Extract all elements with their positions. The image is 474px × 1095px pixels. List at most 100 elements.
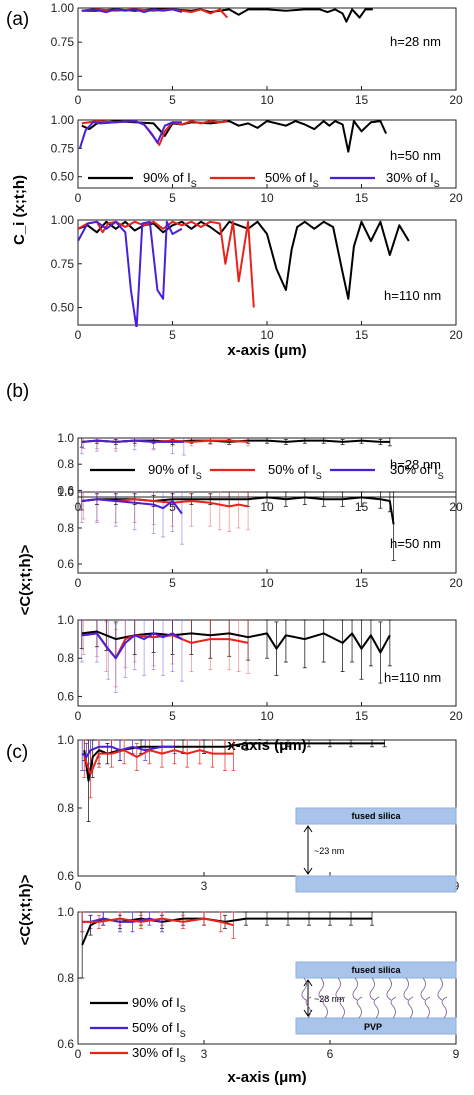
polymer-chain bbox=[407, 996, 414, 1019]
x-tick-label: 0 bbox=[75, 1047, 82, 1061]
y-tick-label: 0.8 bbox=[57, 521, 74, 535]
panel-label: (c) bbox=[6, 742, 28, 763]
legend-label: 90% of IS bbox=[143, 170, 197, 189]
plot-area bbox=[78, 120, 388, 153]
arrow-head-up bbox=[303, 825, 313, 833]
plot-area bbox=[79, 619, 392, 694]
subplot-3: 0.6 0.8 1.0 0 5 10 15 20 h=110 nm bbox=[57, 613, 463, 723]
polymer-chain bbox=[390, 996, 397, 1019]
x-tick-label: 0 bbox=[75, 191, 82, 205]
y-axis-label: C_i (x;t;h) bbox=[11, 175, 28, 245]
x-tick-label: 15 bbox=[355, 328, 369, 342]
plot-area bbox=[80, 911, 374, 979]
polymer-chain bbox=[301, 977, 307, 1001]
legend-label-main: 50% of I bbox=[132, 1020, 180, 1035]
legend-label: 30% of IS bbox=[390, 462, 444, 481]
y-tick-label: 0.6 bbox=[57, 557, 74, 571]
series-line bbox=[78, 220, 183, 327]
series-line bbox=[78, 120, 182, 149]
y-tick-label: 1.0 bbox=[57, 431, 74, 445]
polymer-chain bbox=[424, 996, 431, 1019]
legend-label: 50% of IS bbox=[265, 170, 319, 189]
plot-area bbox=[79, 437, 392, 456]
y-tick-label: 1.0 bbox=[57, 613, 74, 627]
top-plate-label: fused silica bbox=[351, 965, 401, 975]
subplot-3: 0.50 0.75 1.00 0 5 10 15 20 h=110 nm bbox=[51, 213, 463, 342]
x-tick-label: 20 bbox=[449, 328, 463, 342]
y-tick-label: 1.00 bbox=[51, 213, 75, 227]
polymer-chain bbox=[322, 996, 329, 1019]
x-tick-label: 5 bbox=[169, 500, 176, 514]
inset-schematic: fused silica ~28 nm PVP bbox=[295, 961, 457, 1035]
x-tick-label: 15 bbox=[355, 191, 369, 205]
series-line bbox=[83, 749, 234, 775]
legend-label: 50% of IS bbox=[268, 462, 322, 481]
x-tick-label: 3 bbox=[201, 879, 208, 893]
x-axis-label: x-axis (μm) bbox=[227, 1069, 306, 1086]
subplot-1: 0.50 0.75 1.00 0 5 10 15 20 h=28 nm bbox=[51, 1, 463, 107]
series-line bbox=[81, 8, 183, 14]
y-tick-label: 0.50 bbox=[51, 170, 75, 184]
y-tick-label: 0.8 bbox=[57, 651, 74, 665]
legend-label-sub: S bbox=[180, 1029, 186, 1039]
x-tick-label: 6 bbox=[327, 1047, 334, 1061]
polymer-chain bbox=[420, 977, 426, 1001]
gap-label: ~23 nm bbox=[314, 846, 344, 856]
polymer-chain bbox=[305, 996, 312, 1019]
x-tick-label: 15 bbox=[355, 576, 369, 590]
y-tick-label: 0.8 bbox=[57, 971, 74, 985]
y-tick-label: 0.8 bbox=[57, 457, 74, 471]
x-tick-label: 5 bbox=[169, 93, 176, 107]
legend-label: 90% of IS bbox=[132, 995, 186, 1014]
y-axis-label: <C(x;t;h)> bbox=[17, 544, 34, 615]
y-tick-label: 0.50 bbox=[51, 69, 75, 83]
series-line bbox=[82, 917, 234, 927]
arrow-head-down bbox=[303, 867, 313, 875]
x-tick-label: 10 bbox=[260, 709, 274, 723]
bottom-plate bbox=[295, 875, 457, 893]
x-tick-label: 15 bbox=[355, 709, 369, 723]
height-annotation: h=110 nm bbox=[384, 670, 441, 685]
legend-label-sub: S bbox=[316, 471, 322, 481]
legend-label-main: 90% of I bbox=[143, 170, 191, 185]
height-annotation: h=50 nm bbox=[390, 148, 441, 163]
x-tick-label: 15 bbox=[355, 93, 369, 107]
x-tick-label: 15 bbox=[355, 500, 369, 514]
panel-a: (a)0.500.751.000 5 10 15 20h=28 nm0.500.751.… bbox=[6, 1, 463, 359]
y-tick-label: 0.6 bbox=[57, 1037, 74, 1051]
legend-label: 90% of IS bbox=[148, 462, 202, 481]
x-tick-label: 3 bbox=[201, 1047, 208, 1061]
x-tick-label: 10 bbox=[260, 328, 274, 342]
gap-label: ~28 nm bbox=[314, 994, 344, 1004]
panel-label: (a) bbox=[6, 9, 29, 30]
legend-label-main: 90% of I bbox=[148, 462, 196, 477]
subplot-2: 0.50 0.75 1.00 0 5 10 15 20 h=50 nm bbox=[51, 113, 463, 205]
y-tick-label: 0.6 bbox=[57, 869, 74, 883]
polymer-chain bbox=[318, 977, 324, 1001]
x-tick-label: 0 bbox=[75, 879, 82, 893]
polymer-chain bbox=[386, 977, 392, 1001]
series-line bbox=[83, 742, 385, 782]
y-tick-label: 1.00 bbox=[51, 113, 75, 127]
legend-label-main: 50% of I bbox=[265, 170, 313, 185]
legend-label-main: 30% of I bbox=[132, 1045, 180, 1060]
plot-area bbox=[78, 220, 410, 327]
x-tick-label: 10 bbox=[260, 191, 274, 205]
x-tick-label: 20 bbox=[449, 191, 463, 205]
polymer-chain bbox=[373, 996, 380, 1019]
polymer-chain bbox=[335, 977, 341, 1001]
arrow-head-up bbox=[303, 979, 313, 987]
x-tick-label: 20 bbox=[449, 93, 463, 107]
polymer-chain bbox=[441, 996, 448, 1019]
top-plate-label: fused silica bbox=[351, 811, 401, 821]
polymer-chain bbox=[437, 977, 443, 1001]
y-axis-label: <C(x;t;h)> bbox=[17, 874, 34, 945]
y-tick-label: 1.0 bbox=[57, 485, 74, 499]
legend-label-sub: S bbox=[438, 471, 444, 481]
height-annotation: h=28 nm bbox=[390, 457, 441, 472]
